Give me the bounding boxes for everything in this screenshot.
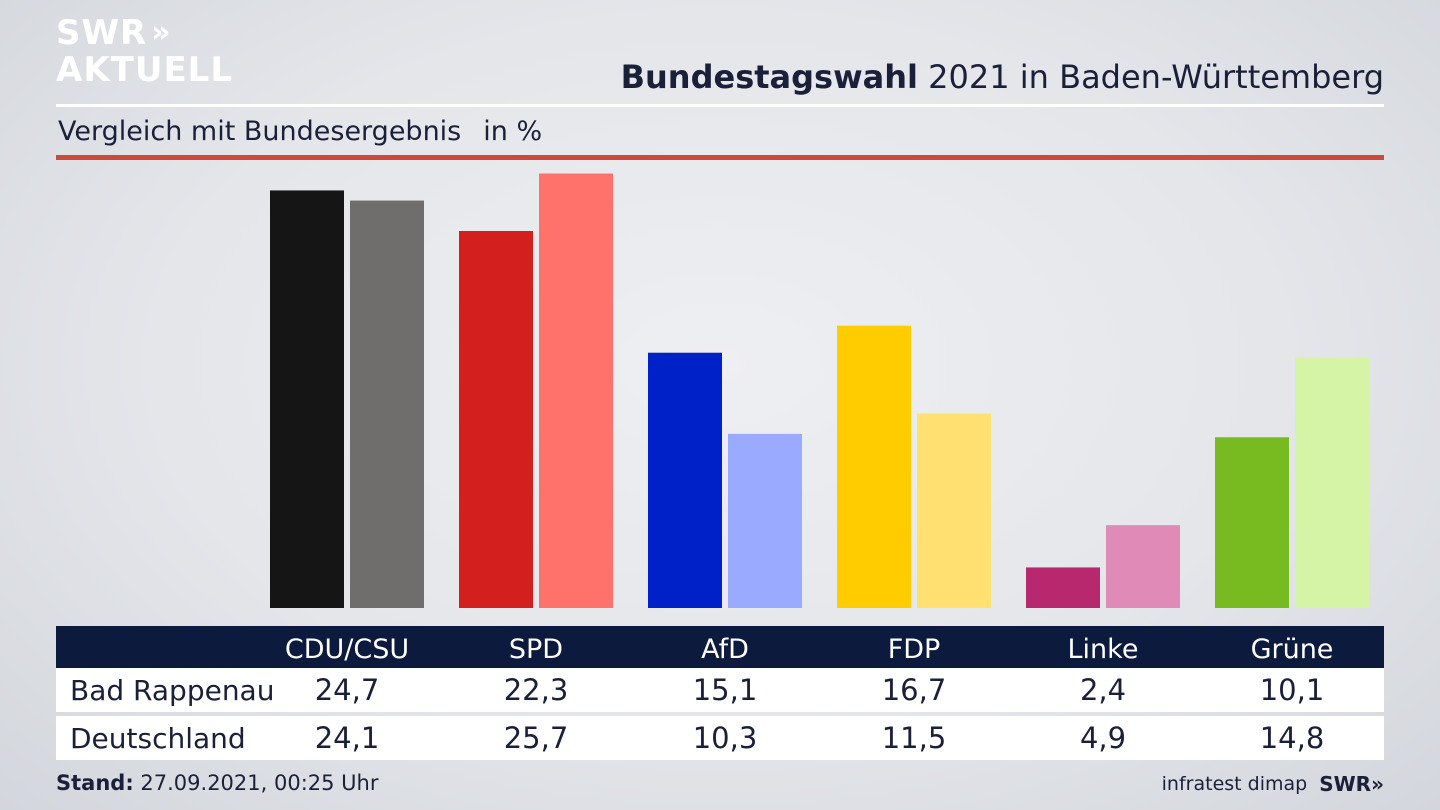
bar-grüne-deutschland [1295,357,1369,608]
source-text: infratest dimap [1161,773,1308,795]
source-credit: infratest dimap SWR» [1162,772,1384,796]
value-cell: 24,1 [314,721,380,755]
bar-afd-deutschland [728,433,802,608]
column-header: Grüne [1250,633,1334,665]
subtitle: Vergleich mit Bundesergebnis in % [58,116,542,147]
value-cell: 16,7 [881,673,947,707]
table-header: CDU/CSU SPD AfD FDP Linke Grüne [56,626,1384,668]
bar-spd-deutschland [539,173,613,608]
results-table: CDU/CSU SPD AfD FDP Linke Grüne Bad Rappenau … [56,626,1384,760]
page-title-rest: 2021 in Baden-Württemberg [917,58,1384,96]
title-divider [56,104,1384,107]
bar-linke-deutschland [1106,525,1180,608]
value-cell: 14,8 [1259,721,1325,755]
subtitle-divider [56,155,1384,160]
bar-afd-bad-rappenau [648,352,722,608]
logo-aktuell-text: AKTUELL [56,50,234,90]
value-cell: 15,1 [692,673,758,707]
stand-value: 27.09.2021, 00:25 Uhr [133,771,379,795]
bar-grüne-bad-rappenau [1215,437,1289,608]
unit-label: in % [483,116,543,147]
column-header: CDU/CSU [284,633,410,665]
page-title-bold: Bundestagswahl [620,58,918,96]
value-cell: 25,7 [503,721,569,755]
bar-cdu-csu-deutschland [350,200,424,608]
page-title: Bundestagswahl 2021 in Baden-Württemberg [621,58,1384,96]
logo-swr-text: SWR [56,13,148,53]
value-cell: 24,7 [314,673,380,707]
column-header: FDP [887,633,941,665]
value-cell: 11,5 [881,721,947,755]
bar-linke-bad-rappenau [1026,567,1100,608]
value-cell: 2,4 [1079,673,1127,707]
bar-fdp-bad-rappenau [837,325,911,608]
value-cell: 10,1 [1259,673,1325,707]
column-header: SPD [508,633,564,665]
bar-spd-bad-rappenau [459,231,533,608]
row-label-bad-rappenau: Bad Rappenau [70,673,275,707]
subtitle-text: Vergleich mit Bundesergebnis [58,116,462,147]
value-cell: 22,3 [503,673,569,707]
row-label-deutschland: Deutschland [70,721,246,755]
column-header: Linke [1067,633,1139,665]
swr-aktuell-logo: SWR » AKTUELL [56,16,233,87]
value-cell: 10,3 [692,721,758,755]
column-header: AfD [701,633,749,665]
swr-brand-mark: SWR» [1319,772,1384,796]
value-cell: 4,9 [1079,721,1127,755]
bar-cdu-csu-bad-rappenau [270,190,344,609]
bar-fdp-deutschland [917,413,991,608]
table-row: Bad Rappenau 24,7 22,3 15,1 16,7 2,4 10,1 [56,668,1384,712]
table-row: Deutschland 24,1 25,7 10,3 11,5 4,9 14,8 [56,716,1384,760]
timestamp: Stand: 27.09.2021, 00:25 Uhr [56,771,379,795]
stand-label: Stand: [56,771,134,795]
